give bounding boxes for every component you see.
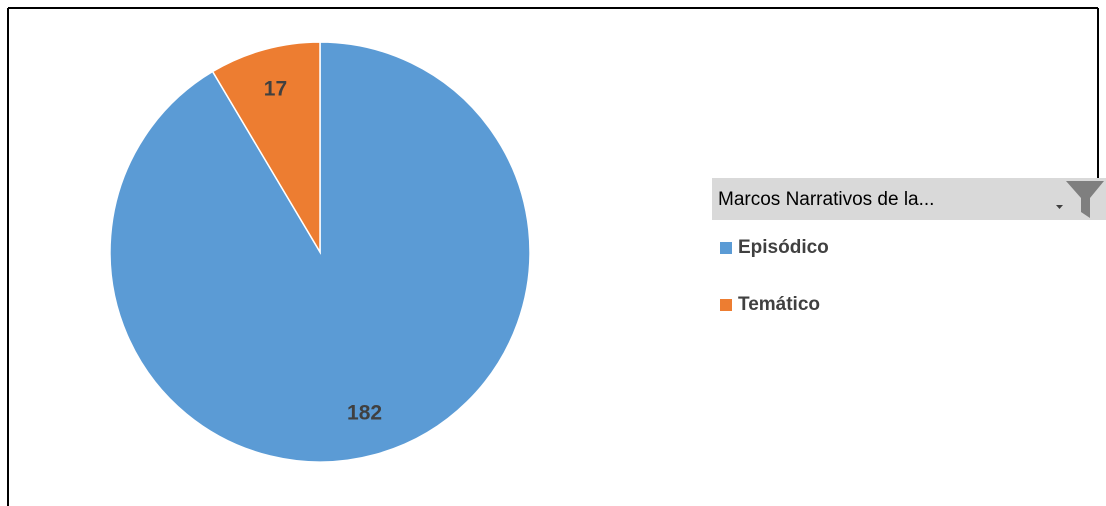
- legend-marker: [720, 242, 732, 254]
- dropdown-arrow: [1056, 205, 1063, 209]
- pie-slice: [211, 41, 321, 255]
- legend-label: Episódico: [738, 237, 829, 258]
- legend-title: Marcos Narrativos de la...: [718, 189, 934, 210]
- data-label: 182: [347, 402, 382, 425]
- legend-marker: [720, 299, 732, 311]
- legend-header[interactable]: Marcos Narrativos de la...: [712, 178, 1106, 220]
- legend-header-bg: [712, 178, 1106, 220]
- data-label: 17: [264, 78, 287, 101]
- filter-icon: [1066, 181, 1104, 218]
- legend-label: Temático: [738, 294, 820, 315]
